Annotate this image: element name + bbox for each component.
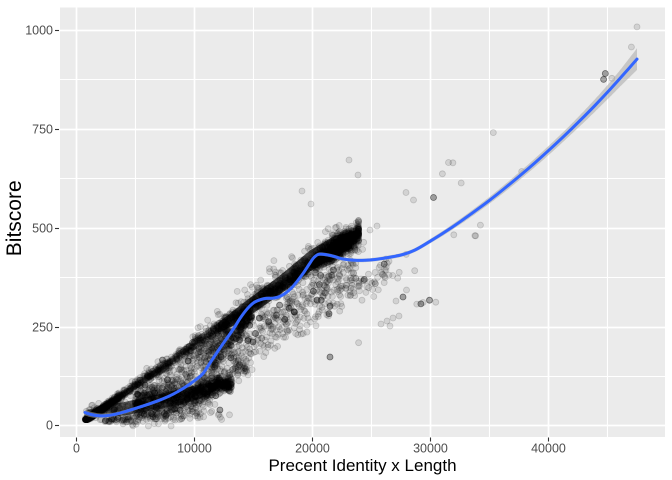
svg-text:Bitscore: Bitscore [3,180,26,256]
svg-text:250: 250 [32,321,53,335]
svg-text:1000: 1000 [25,24,53,38]
svg-text:40000: 40000 [531,442,566,456]
svg-text:Precent Identity x Length: Precent Identity x Length [268,456,456,475]
svg-text:10000: 10000 [177,442,212,456]
svg-text:20000: 20000 [295,442,330,456]
svg-text:0: 0 [73,442,80,456]
svg-text:30000: 30000 [413,442,448,456]
svg-text:500: 500 [32,222,53,236]
svg-text:0: 0 [46,419,53,433]
svg-text:750: 750 [32,123,53,137]
